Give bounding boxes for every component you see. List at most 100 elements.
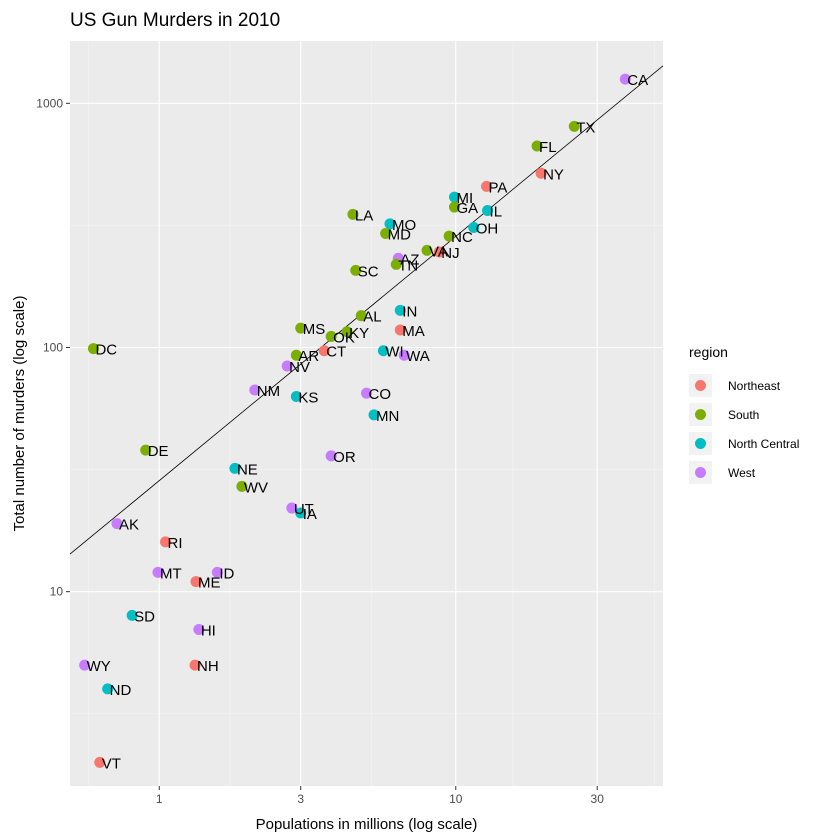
data-point [468,222,480,234]
legend-label: South [728,408,759,422]
point-label: RI [168,535,183,552]
data-point [380,228,392,240]
data-point [355,310,367,322]
x-axis-ticks: 1 3 10 30 [156,786,604,806]
reference-line [69,65,664,555]
point-label: NJ [441,245,459,262]
point-label: WI [385,344,403,361]
point-label: AR [298,348,319,365]
data-point [350,264,362,276]
data-point [102,683,114,695]
data-point [377,345,389,357]
point-label: GA [456,200,478,217]
point-label: AK [119,517,139,534]
data-point [341,326,353,338]
point-label: OR [333,449,356,466]
y-tick-label: 100 [43,340,63,354]
data-point [290,390,302,402]
data-point [295,322,307,334]
point-label: NV [289,359,310,376]
data-point [482,204,494,216]
data-point [325,330,337,342]
point-label: MI [456,190,473,207]
point-label: NE [237,461,258,478]
data-point [448,191,460,203]
point-label: IN [402,303,417,320]
point-label: HI [201,622,216,639]
data-point [286,502,298,514]
data-point [535,167,547,179]
data-point [295,507,307,519]
point-label: FL [539,139,557,156]
data-point [347,208,359,220]
data-point [531,140,543,152]
plot-panel [70,41,663,786]
legend-swatch [695,438,706,449]
point-label: ME [198,575,221,592]
data-point [619,73,631,85]
data-point [398,349,410,361]
data-point [229,462,241,474]
data-point [111,518,123,530]
data-point [361,387,372,399]
points-group [79,73,631,768]
y-tick-label: 1000 [36,96,63,110]
data-point [126,609,138,621]
point-label: CA [627,72,648,89]
point-label: MT [160,565,182,582]
data-point [448,201,460,213]
data-point [211,566,223,578]
point-label: AZ [400,251,419,268]
data-point [325,450,337,462]
point-label: NY [543,166,564,183]
point-label: KS [298,389,318,406]
x-axis-title: Populations in millions (log scale) [256,816,478,833]
reference-line-group [69,65,664,555]
point-label: MA [402,323,425,340]
data-point [79,659,91,671]
data-point [433,246,445,258]
point-label: CO [369,386,392,403]
x-tick-label: 1 [156,792,163,806]
point-label: NC [451,229,473,246]
data-point [190,576,202,588]
data-point [281,360,293,372]
data-point [290,349,302,361]
data-point [394,324,406,336]
legend-swatch [695,409,706,420]
point-label: MD [388,227,411,244]
point-label: OK [333,329,355,346]
grid [70,41,663,786]
data-point [318,345,330,357]
data-point [443,230,455,242]
data-point [236,480,248,492]
point-label: IA [303,506,317,523]
point-label: WV [244,479,268,496]
point-label: VT [102,755,121,772]
point-label: AL [363,309,381,326]
data-point [481,180,493,192]
x-tick-label: 10 [449,792,463,806]
data-point [160,536,172,548]
chart-title: US Gun Murders in 2010 [70,10,280,31]
point-label: NM [257,383,280,400]
point-label: KY [349,325,369,342]
legend-swatch [695,380,706,391]
point-label: PA [489,179,508,196]
legend-label: North Central [728,437,799,451]
legend-title: region [689,344,728,360]
legend-label: Northeast [728,379,781,393]
point-label: MN [376,408,399,425]
x-tick-label: 30 [591,792,605,806]
legend-swatch [695,467,706,478]
point-label: ID [219,565,234,582]
y-axis-title: Total number of murders (log scale) [11,296,28,532]
point-label: TN [398,257,418,274]
point-label: NH [197,658,219,675]
point-label: WY [87,658,111,675]
data-point [193,623,205,635]
point-label: VA [429,243,448,260]
x-tick-label: 3 [297,792,304,806]
point-label: IL [490,203,503,220]
